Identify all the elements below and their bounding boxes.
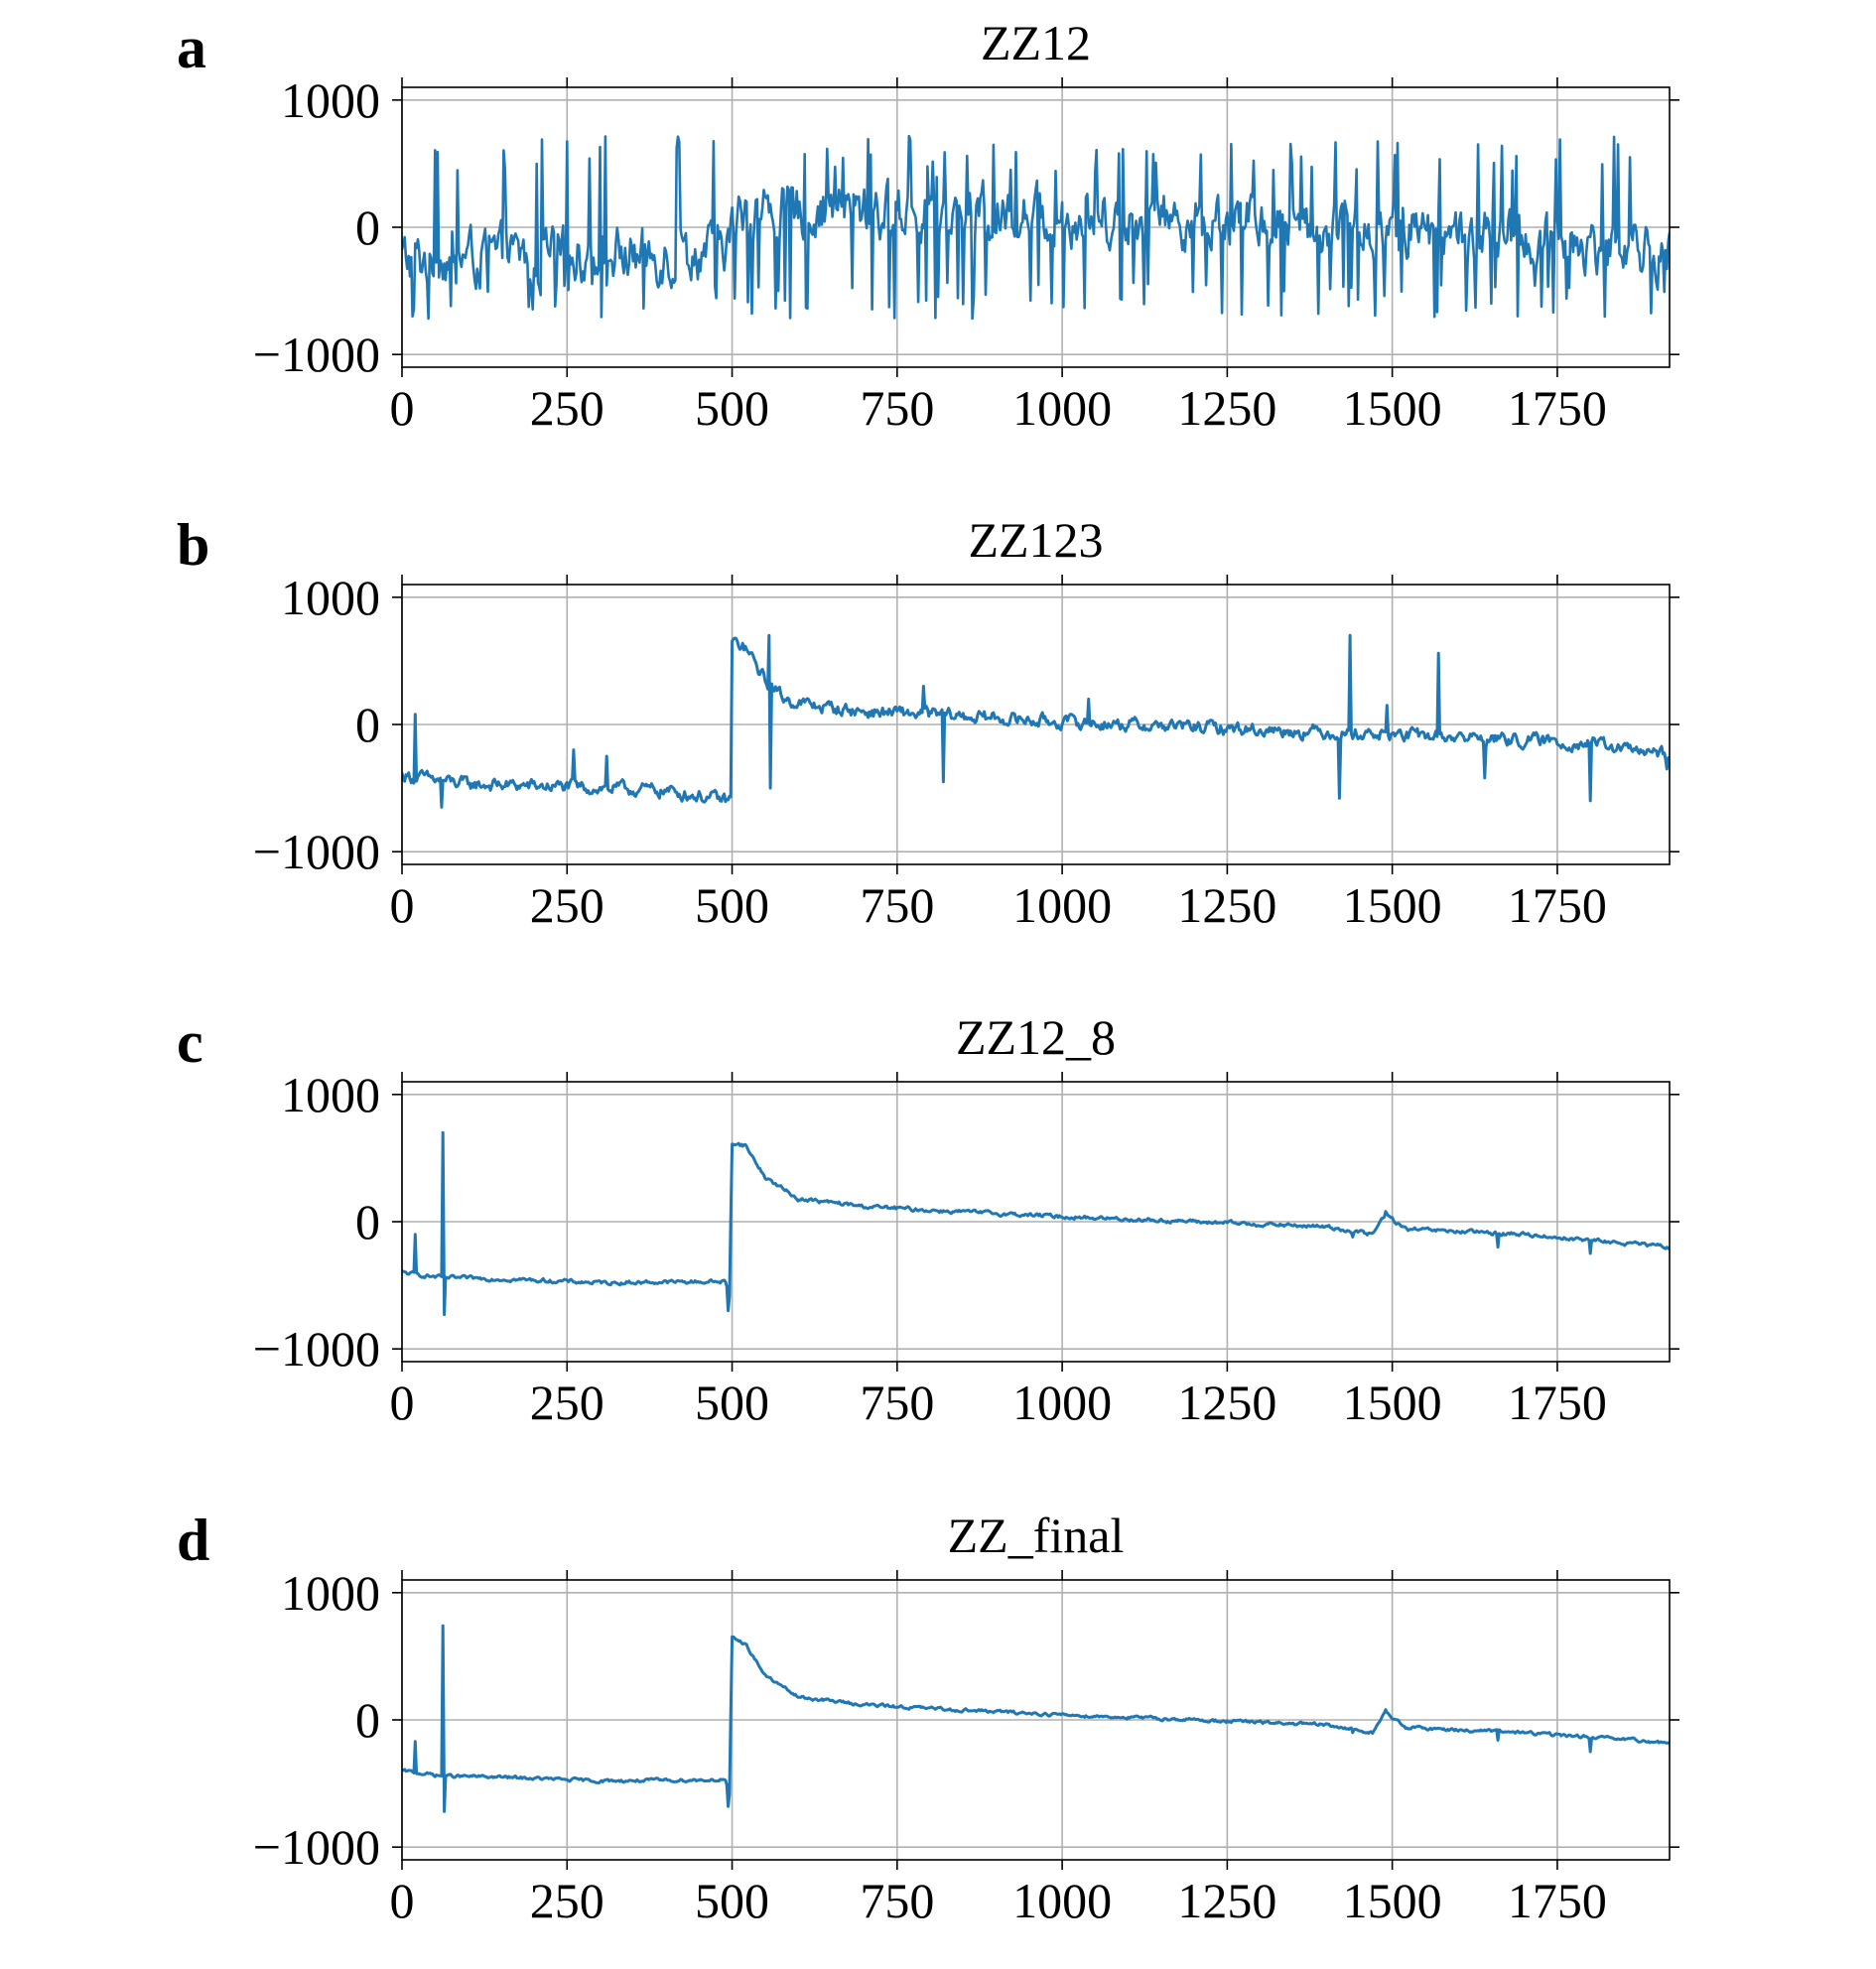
y-tick-label: 1000 [281, 570, 380, 625]
x-tick-label: 1500 [1343, 380, 1442, 436]
x-tick-label: 750 [860, 1873, 934, 1928]
y-tick-label: −1000 [253, 1819, 380, 1875]
x-tick-label: 0 [390, 380, 415, 436]
x-tick-label: 1000 [1012, 380, 1112, 436]
x-tick-label: 1500 [1343, 1375, 1442, 1430]
y-tick-label: −1000 [253, 327, 380, 382]
y-tick-label: 1000 [281, 1565, 380, 1621]
y-tick-label: 0 [355, 1194, 380, 1249]
x-tick-label: 1000 [1012, 877, 1112, 933]
x-tick-label: 500 [695, 877, 769, 933]
panel-b: 0 250 500 750 1000 1250 1500 1750−100001000ZZ12… [177, 512, 1679, 933]
x-tick-label: 250 [530, 380, 604, 436]
series-line [402, 633, 1670, 809]
x-tick-label: 250 [530, 877, 604, 933]
x-tick-label: 1250 [1177, 1375, 1276, 1430]
panel-letter: d [177, 1508, 209, 1573]
x-tick-label: 1750 [1508, 1375, 1607, 1430]
panel-c: 0 250 500 750 1000 1250 1500 1750−100001000ZZ12… [177, 1009, 1679, 1430]
y-tick-label: 0 [355, 1692, 380, 1748]
y-tick-label: −1000 [253, 1321, 380, 1377]
panel-letter: a [177, 15, 206, 80]
panel-letter: c [177, 1009, 203, 1075]
panel-title: ZZ12_8 [956, 1009, 1116, 1065]
y-tick-label: −1000 [253, 824, 380, 879]
x-tick-label: 1250 [1177, 1873, 1276, 1928]
x-tick-label: 0 [390, 1375, 415, 1430]
y-tick-label: 1000 [281, 72, 380, 128]
panel-title: ZZ12 [981, 15, 1091, 70]
x-tick-label: 0 [390, 877, 415, 933]
panel-d: 0 250 500 750 1000 1250 1500 1750−100001000ZZ_f… [177, 1508, 1679, 1928]
series-line [402, 134, 1670, 321]
x-tick-label: 1000 [1012, 1873, 1112, 1928]
x-tick-label: 1750 [1508, 877, 1607, 933]
x-tick-label: 1250 [1177, 380, 1276, 436]
panel-a: 0 250 500 750 1000 1250 1500 1750−100001000ZZ12… [177, 15, 1679, 436]
x-tick-label: 750 [860, 380, 934, 436]
x-tick-label: 1750 [1508, 380, 1607, 436]
x-tick-label: 1250 [1177, 877, 1276, 933]
y-tick-label: 0 [355, 697, 380, 752]
x-tick-label: 500 [695, 1375, 769, 1430]
x-tick-label: 750 [860, 877, 934, 933]
x-tick-label: 250 [530, 1873, 604, 1928]
x-tick-label: 500 [695, 380, 769, 436]
series-line [402, 1130, 1670, 1317]
x-tick-label: 1750 [1508, 1873, 1607, 1928]
x-tick-label: 250 [530, 1375, 604, 1430]
y-tick-label: 0 [355, 199, 380, 255]
x-tick-label: 750 [860, 1375, 934, 1430]
series-line [402, 1624, 1670, 1813]
panel-letter: b [177, 512, 209, 578]
x-tick-label: 1500 [1343, 877, 1442, 933]
panel-title: ZZ123 [968, 512, 1103, 568]
x-tick-label: 1500 [1343, 1873, 1442, 1928]
panel-title: ZZ_final [948, 1508, 1125, 1563]
x-tick-label: 1000 [1012, 1375, 1112, 1430]
x-tick-label: 0 [390, 1873, 415, 1928]
y-tick-label: 1000 [281, 1067, 380, 1122]
x-tick-label: 500 [695, 1873, 769, 1928]
